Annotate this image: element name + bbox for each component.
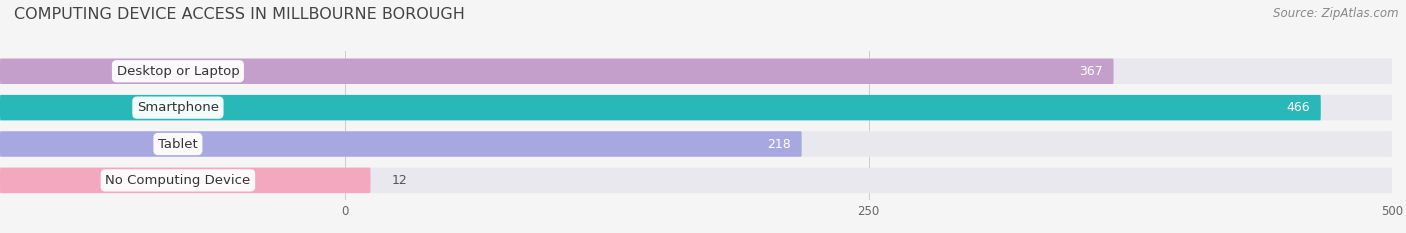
Text: COMPUTING DEVICE ACCESS IN MILLBOURNE BOROUGH: COMPUTING DEVICE ACCESS IN MILLBOURNE BO…	[14, 7, 465, 22]
FancyBboxPatch shape	[0, 131, 801, 157]
Text: Smartphone: Smartphone	[136, 101, 219, 114]
FancyBboxPatch shape	[0, 168, 371, 193]
FancyBboxPatch shape	[0, 95, 1392, 120]
Text: 367: 367	[1080, 65, 1104, 78]
FancyBboxPatch shape	[0, 58, 1114, 84]
FancyBboxPatch shape	[0, 95, 1320, 120]
Text: Tablet: Tablet	[157, 137, 198, 151]
FancyBboxPatch shape	[0, 168, 1392, 193]
Text: No Computing Device: No Computing Device	[105, 174, 250, 187]
Text: 466: 466	[1286, 101, 1310, 114]
Text: Source: ZipAtlas.com: Source: ZipAtlas.com	[1274, 7, 1399, 20]
Text: 12: 12	[391, 174, 408, 187]
FancyBboxPatch shape	[0, 131, 1392, 157]
FancyBboxPatch shape	[0, 58, 1392, 84]
Text: 218: 218	[768, 137, 792, 151]
Text: Desktop or Laptop: Desktop or Laptop	[117, 65, 239, 78]
